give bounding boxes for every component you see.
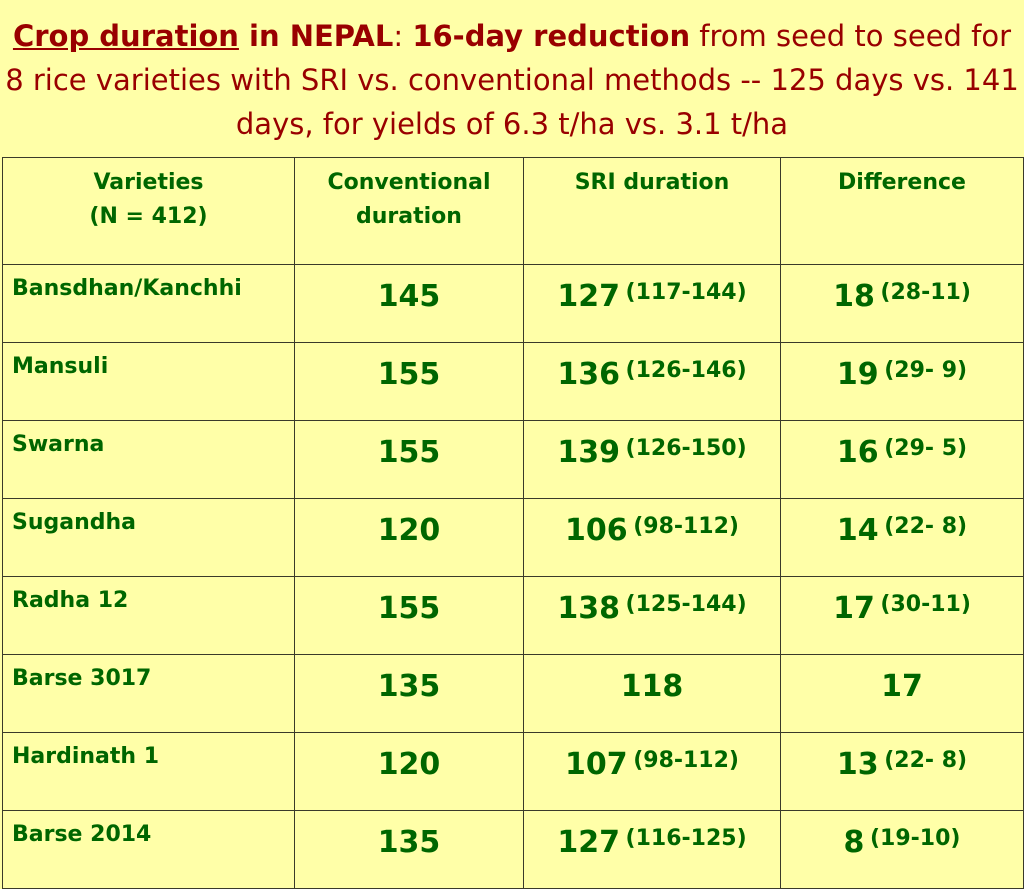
variety-cell: Barse 3017 bbox=[2, 654, 295, 733]
table-row: Radha 12 155 138 (125-144) 17 (30-11) bbox=[2, 576, 1024, 655]
sri-cell: 118 bbox=[523, 654, 781, 733]
difference-range: (29- 9) bbox=[884, 358, 968, 383]
variety-cell: Radha 12 bbox=[2, 576, 295, 655]
conventional-value: 120 bbox=[377, 747, 441, 782]
conventional-cell: 135 bbox=[294, 810, 524, 889]
difference-cell: 13 (22- 8) bbox=[780, 732, 1024, 811]
title-rest: from seed to seed for 8 rice varieties w… bbox=[5, 19, 1019, 141]
conventional-cell: 155 bbox=[294, 342, 524, 421]
slide-title: Crop duration in NEPAL: 16-day reduction… bbox=[0, 14, 1024, 146]
title-nepal: in NEPAL bbox=[238, 19, 394, 53]
header-conventional: Conventional duration bbox=[294, 157, 524, 265]
conventional-cell: 135 bbox=[294, 654, 524, 733]
sri-range: (116-125) bbox=[625, 826, 747, 851]
difference-range: (19-10) bbox=[869, 826, 961, 851]
difference-cell: 17 (30-11) bbox=[780, 576, 1024, 655]
sri-value: 138 bbox=[557, 591, 620, 626]
table-row: Swarna 155 139 (126-150) 16 (29- 5) bbox=[2, 420, 1024, 499]
header-difference: Difference bbox=[780, 157, 1024, 265]
sri-cell: 106 (98-112) bbox=[523, 498, 781, 577]
title-colon: : bbox=[393, 19, 413, 53]
conventional-value: 155 bbox=[377, 357, 441, 392]
difference-cell: 19 (29- 9) bbox=[780, 342, 1024, 421]
duration-table: Varieties (N = 412) Conventional duratio… bbox=[2, 157, 1024, 889]
difference-value: 18 bbox=[833, 279, 875, 314]
difference-range: (29- 5) bbox=[884, 436, 968, 461]
sri-value: 127 bbox=[557, 825, 620, 860]
conventional-cell: 120 bbox=[294, 498, 524, 577]
conventional-value: 145 bbox=[377, 279, 441, 314]
variety-cell: Mansuli bbox=[2, 342, 295, 421]
difference-value: 13 bbox=[836, 747, 879, 782]
header-varieties-line1: Varieties bbox=[93, 170, 204, 195]
sri-range: (98-112) bbox=[633, 514, 739, 539]
sri-value: 106 bbox=[565, 513, 628, 548]
difference-cell: 17 bbox=[780, 654, 1024, 733]
sri-cell: 127 (116-125) bbox=[523, 810, 781, 889]
variety-cell: Barse 2014 bbox=[2, 810, 295, 889]
difference-range: (22- 8) bbox=[884, 514, 968, 539]
difference-range: (30-11) bbox=[880, 592, 971, 617]
variety-cell: Hardinath 1 bbox=[2, 732, 295, 811]
sri-cell: 139 (126-150) bbox=[523, 420, 781, 499]
difference-value: 8 bbox=[843, 825, 865, 860]
difference-cell: 16 (29- 5) bbox=[780, 420, 1024, 499]
difference-value: 17 bbox=[833, 591, 875, 626]
conventional-value: 155 bbox=[377, 591, 441, 626]
sri-value: 136 bbox=[557, 357, 620, 392]
sri-cell: 138 (125-144) bbox=[523, 576, 781, 655]
difference-value: 19 bbox=[836, 357, 879, 392]
conventional-cell: 155 bbox=[294, 576, 524, 655]
title-reduction: 16-day reduction bbox=[412, 19, 691, 53]
conventional-value: 135 bbox=[377, 825, 441, 860]
table-header-row: Varieties (N = 412) Conventional duratio… bbox=[2, 157, 1024, 265]
table-row: Hardinath 1 120 107 (98-112) 13 (22- 8) bbox=[2, 732, 1024, 811]
title-crop-duration: Crop duration bbox=[12, 19, 239, 53]
sri-value: 127 bbox=[557, 279, 620, 314]
conventional-cell: 155 bbox=[294, 420, 524, 499]
header-sri-label: SRI duration bbox=[574, 170, 730, 195]
difference-value: 14 bbox=[836, 513, 879, 548]
sri-cell: 107 (98-112) bbox=[523, 732, 781, 811]
header-conventional-line2: duration bbox=[356, 204, 462, 229]
header-conventional-line1: Conventional bbox=[327, 170, 491, 195]
conventional-value: 135 bbox=[377, 669, 441, 704]
table-row: Barse 3017 135 118 17 bbox=[2, 654, 1024, 733]
table-row: Mansuli 155 136 (126-146) 19 (29- 9) bbox=[2, 342, 1024, 421]
variety-cell: Bansdhan/Kanchhi bbox=[2, 264, 295, 343]
difference-range: (22- 8) bbox=[884, 748, 968, 773]
header-varieties-line2: (N = 412) bbox=[89, 204, 208, 229]
variety-cell: Sugandha bbox=[2, 498, 295, 577]
difference-cell: 14 (22- 8) bbox=[780, 498, 1024, 577]
conventional-cell: 120 bbox=[294, 732, 524, 811]
difference-cell: 8 (19-10) bbox=[780, 810, 1024, 889]
sri-value: 118 bbox=[620, 669, 684, 704]
table-row: Barse 2014 135 127 (116-125) 8 (19-10) bbox=[2, 810, 1024, 889]
conventional-cell: 145 bbox=[294, 264, 524, 343]
sri-cell: 136 (126-146) bbox=[523, 342, 781, 421]
variety-cell: Swarna bbox=[2, 420, 295, 499]
table-row: Sugandha 120 106 (98-112) 14 (22- 8) bbox=[2, 498, 1024, 577]
conventional-value: 120 bbox=[377, 513, 441, 548]
sri-range: (98-112) bbox=[633, 748, 739, 773]
sri-value: 107 bbox=[565, 747, 628, 782]
conventional-value: 155 bbox=[377, 435, 441, 470]
sri-cell: 127 (117-144) bbox=[523, 264, 781, 343]
sri-range: (125-144) bbox=[625, 592, 747, 617]
header-varieties: Varieties (N = 412) bbox=[2, 157, 295, 265]
difference-value: 16 bbox=[836, 435, 879, 470]
sri-range: (117-144) bbox=[625, 280, 747, 305]
header-difference-label: Difference bbox=[838, 170, 966, 195]
difference-range: (28-11) bbox=[880, 280, 971, 305]
sri-range: (126-146) bbox=[625, 358, 747, 383]
sri-value: 139 bbox=[557, 435, 620, 470]
sri-range: (126-150) bbox=[625, 436, 747, 461]
difference-cell: 18 (28-11) bbox=[780, 264, 1024, 343]
difference-value: 17 bbox=[881, 669, 923, 704]
header-sri: SRI duration bbox=[523, 157, 781, 265]
table-row: Bansdhan/Kanchhi 145 127 (117-144) 18 (28-1… bbox=[2, 264, 1024, 343]
